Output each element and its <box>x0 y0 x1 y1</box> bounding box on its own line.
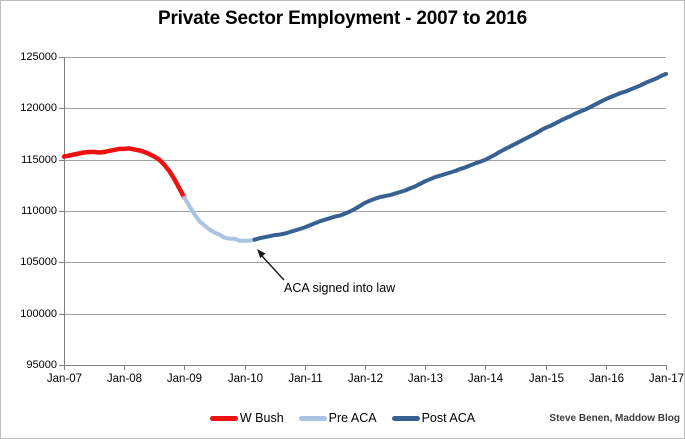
preaca-line-swatch-icon <box>298 415 327 421</box>
y-axis-tick-label: 125000 <box>20 50 57 63</box>
aca-annotation-text: ACA signed into law <box>284 281 396 295</box>
series-line-post-aca <box>252 71 668 242</box>
chart-title: Private Sector Employment - 2007 to 2016 <box>158 8 527 29</box>
y-axis-tick-label: 110000 <box>21 204 57 217</box>
legend-item-preaca: Pre ACA <box>298 411 377 425</box>
x-axis-tick-label: Jan-16 <box>588 373 625 385</box>
x-axis-tick-label: Jan-07 <box>46 373 83 385</box>
y-axis-tick-label: 120000 <box>20 101 57 114</box>
x-axis-tick-label: Jan-14 <box>467 373 504 385</box>
x-axis-tick-label: Jan-15 <box>528 373 565 385</box>
x-axis-tick-label: Jan-13 <box>407 373 444 385</box>
legend: W Bush Pre ACA Post ACA <box>1 411 684 425</box>
y-axis-tick-label: 100000 <box>20 307 57 320</box>
credit: Steve Benen, Maddow Blog <box>549 413 680 424</box>
legend-item-postaca: Post ACA <box>391 411 476 425</box>
x-axis-tick-label: Jan-12 <box>347 373 384 385</box>
x-axis-tick-label: Jan-11 <box>288 373 323 385</box>
y-axis-tick-label: 95000 <box>26 358 57 371</box>
legend-item-wbush: W Bush <box>209 411 284 425</box>
y-axis-tick-label: 105000 <box>20 255 57 268</box>
postaca-line-swatch-icon <box>391 415 420 421</box>
x-axis-tick-label: Jan-17 <box>648 373 685 385</box>
legend-label-wbush: W Bush <box>239 411 284 425</box>
legend-label-preaca: Pre ACA <box>328 411 377 425</box>
series-line-w-bush <box>61 146 187 200</box>
x-axis-tick-label: Jan-09 <box>166 373 203 385</box>
annotation-arrow-shaft <box>261 255 285 281</box>
series-line-pre-aca <box>182 195 257 243</box>
x-axis-tick-label: Jan-08 <box>106 373 143 385</box>
legend-label-postaca: Post ACA <box>421 411 476 425</box>
wbush-line-swatch-icon <box>209 415 238 421</box>
y-axis-tick-label: 115000 <box>21 153 57 166</box>
annotation-arrowhead-icon <box>257 249 266 259</box>
x-axis-tick-label: Jan-10 <box>227 373 264 385</box>
